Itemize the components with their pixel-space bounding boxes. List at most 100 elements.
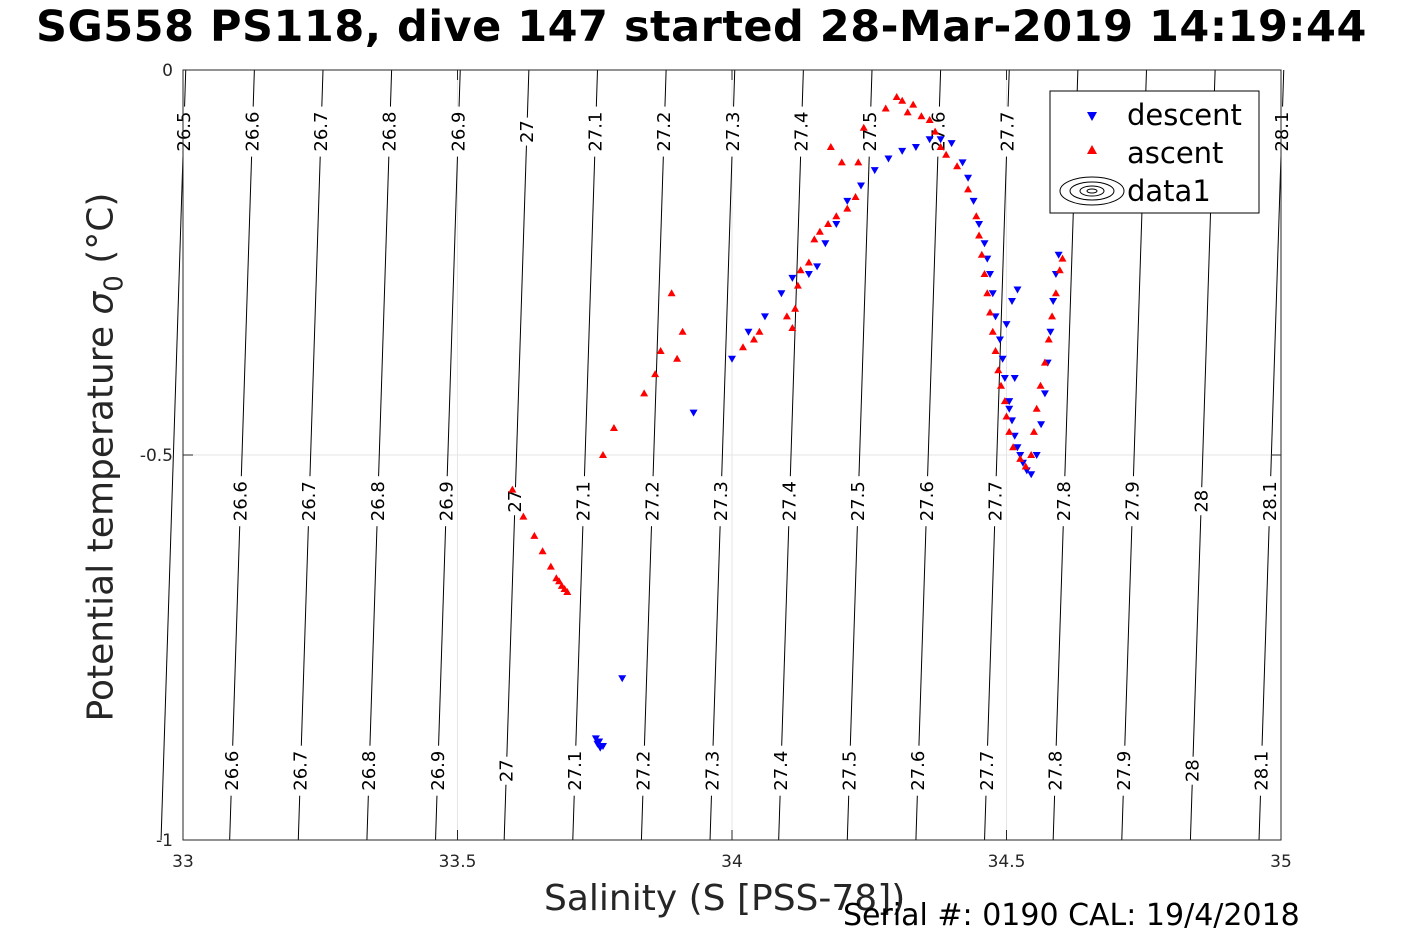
ascent-point [678,327,687,335]
descent-point [728,355,736,363]
contour-label-text: 27.5 [860,112,881,152]
descent-point [884,155,893,163]
ascent-point [738,343,747,351]
ascent-point [749,335,758,343]
descent-point [969,197,978,205]
contour-label-text: 28.1 [1260,481,1281,521]
ascent-point [931,127,940,135]
descent-point [898,147,907,155]
contour-label: 27.3 [722,106,744,157]
ascent-point [656,347,665,355]
descent-point [1010,375,1019,382]
contour-label: 27.1 [565,745,586,796]
contour-label-bg [702,745,723,796]
contour-label-text: 27.9 [1123,481,1144,521]
contour-label: 27.9 [1114,745,1135,796]
descent-point [980,240,989,248]
contour-label-text: 26.9 [428,751,449,791]
descent-point [1049,298,1058,305]
contour-label: 27.2 [642,476,663,527]
ascent-point [1029,427,1038,435]
ascent-point [651,370,660,378]
x-tick-label: 33.5 [439,852,477,872]
contour-label-text: 27.6 [929,112,950,152]
contour-label-text: 26.7 [311,112,332,152]
contour-label: 26.8 [379,106,401,157]
legend-box [1049,90,1260,214]
contour-label: 27 [516,117,538,146]
contour-label: 27.7 [997,106,1018,157]
legend-descent-marker [1087,112,1097,121]
contour-label-bg [585,106,606,157]
ascent-point [859,123,868,131]
ascent-point [837,158,846,166]
contour-label: 27.6 [928,106,950,157]
contour-label-text: 27.7 [997,112,1018,152]
descent-point [947,140,956,148]
y-tick-label: 0 [162,61,173,81]
contour-label-text: 27.2 [634,751,655,791]
data-points [508,92,1067,752]
contour-label-text: 26.7 [291,751,312,791]
contour-label-text: 28 [1183,759,1204,782]
contour-label-bg [505,487,526,516]
ascent-point [810,235,819,243]
ascent-point [898,96,907,104]
descent-point [1005,405,1014,413]
contour-label-bg [427,745,448,796]
contour-label: 27.5 [839,745,861,796]
contour-label-bg [496,756,517,785]
contour-line [160,69,187,841]
contour-label-bg [633,745,654,796]
contour-label-text: 27.4 [771,751,792,791]
x-tick-label: 34 [721,852,743,872]
legend: descent ascent data1 [1049,90,1260,214]
contour-label-text: 27 [517,120,538,143]
contour-label: 27.4 [791,106,812,157]
contour-label-text: 27.6 [917,481,938,521]
contour-label-text: 27.9 [1114,751,1135,791]
descent-point [988,290,997,298]
contour-line [435,69,461,841]
contour-label: 27.6 [908,745,929,796]
descent-point [832,221,841,228]
contour-label: 28.1 [1271,106,1293,157]
y-tick-label: -1 [156,831,173,851]
legend-data1-label: data1 [1127,174,1211,208]
ascent-point [824,220,833,227]
contour-label-text: 27.5 [840,751,861,791]
ascent-point [1027,451,1036,458]
contour-label-bg [848,476,869,527]
legend-ascent-marker [1087,145,1097,154]
ascent-point [983,289,992,297]
ascent-point [1000,397,1009,405]
contour-label: 27.8 [1054,476,1075,527]
descent-point [975,221,984,228]
contour-label-bg [379,106,400,157]
contour-line [503,69,530,841]
descent-point [857,182,866,190]
contour-label-text: 26.9 [436,481,457,521]
ascent-point [988,327,997,335]
contour-label-bg [1182,756,1203,785]
legend-descent-label: descent [1127,98,1242,132]
contour-label: 26.8 [359,745,380,796]
contour-label-text: 27.8 [1045,751,1066,791]
contour-label: 26.7 [299,476,320,527]
descent-point [760,313,769,321]
descent-point [995,336,1004,344]
contour-line [846,69,873,841]
ascent-point [1021,462,1030,470]
contour-label-bg [173,106,194,157]
contour-label-text: 27.4 [791,112,812,152]
contour-label: 26.7 [311,106,332,157]
descent-point [964,174,973,182]
y-axis-label: Potential temperature σ0 (°C) [81,193,130,722]
contour-label-text: 27.3 [711,481,732,521]
contour-label: 26.6 [230,476,252,527]
contour-label: 27 [505,487,526,516]
ascent-point [815,227,824,235]
ascent-point [975,231,984,239]
x-axis-label: Salinity (S [PSS-78]) [544,878,906,919]
contour-label: 27.7 [985,476,1006,527]
